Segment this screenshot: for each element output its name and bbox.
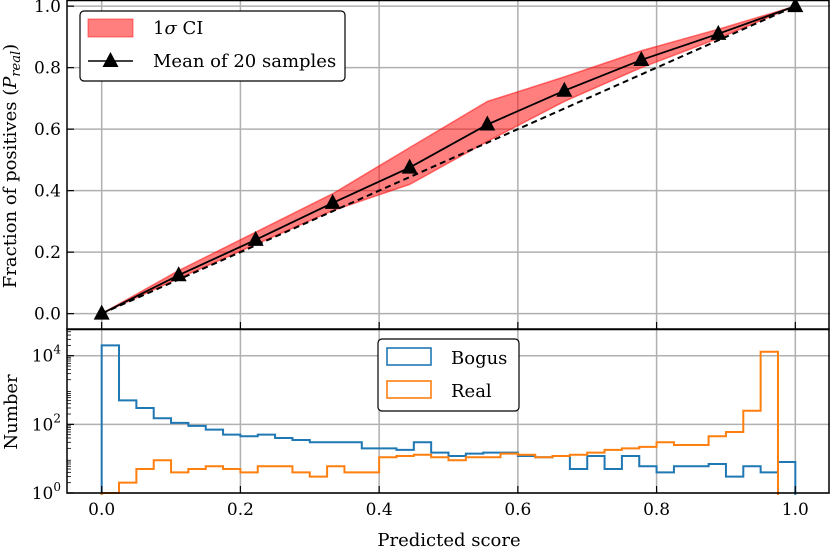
top-y-tick-label: 1.0 xyxy=(34,0,61,17)
x-tick-label: 0.0 xyxy=(88,500,115,520)
bottom-y-axis-label: Number xyxy=(1,374,22,450)
axes-frames xyxy=(66,0,830,494)
mean-point xyxy=(710,24,727,40)
bottom-legend: Bogus Real xyxy=(377,338,520,412)
top-y-tick-label: 0.2 xyxy=(34,243,61,263)
mean-point xyxy=(93,304,110,320)
top-legend-box xyxy=(79,10,346,82)
real-legend-label: Real xyxy=(451,381,492,402)
x-axis-label: Predicted score xyxy=(377,530,520,551)
mean-line xyxy=(101,5,796,315)
x-tick-label: 0.6 xyxy=(504,500,531,520)
x-tick-label: 0.2 xyxy=(227,500,254,520)
mean-point xyxy=(787,0,804,13)
x-tick-label: 0.4 xyxy=(366,500,393,520)
bottom-axes-frame xyxy=(66,328,830,494)
calibration-plot xyxy=(93,0,804,320)
bottom-legend-box xyxy=(377,338,520,412)
mean-point xyxy=(556,81,573,97)
top-y-axis-label-symbol: P xyxy=(0,76,21,90)
bogus-legend-swatch xyxy=(386,347,432,366)
perfect-calibration-line xyxy=(101,5,796,315)
tick-base: 10 xyxy=(32,415,54,435)
x-tick-label: 1.0 xyxy=(782,500,809,520)
mean-legend-marker xyxy=(102,52,119,67)
ci-legend-label: 1σ CI xyxy=(153,18,203,39)
mean-point xyxy=(247,230,264,246)
bogus-legend-label: Bogus xyxy=(451,348,507,369)
axis-ticks: 0.00.20.40.60.81.00.0 0.2 0.4 0.6 0.8 1.01001… xyxy=(32,0,809,520)
mean-point xyxy=(401,158,418,174)
top-y-tick-label: 0.0 xyxy=(34,305,61,325)
bottom-y-tick-label: 104 xyxy=(32,343,62,367)
ci-legend-label-post: CI xyxy=(177,18,204,39)
top-y-tick-label: 0.8 xyxy=(34,59,61,79)
top-y-tick-label: 0.4 xyxy=(34,182,61,202)
ci-legend-swatch xyxy=(87,18,134,38)
mean-point xyxy=(170,266,187,282)
bogus-histogram xyxy=(100,344,797,495)
top-y-axis-label-subscript: real xyxy=(9,51,24,77)
real-histogram xyxy=(100,350,779,495)
mean-point xyxy=(633,50,650,66)
ci-legend-label-sigma: σ xyxy=(164,18,177,39)
x-tick-label: 0.8 xyxy=(643,500,670,520)
tick-base: 10 xyxy=(32,347,54,367)
top-y-axis-label: Fraction of positives (Preal) xyxy=(0,44,24,288)
top-y-tick-label: 0.6 xyxy=(34,120,61,140)
tick-exponent: 0 xyxy=(53,480,61,494)
top-y-axis-label-text: Fraction of positives ( xyxy=(0,89,21,288)
real-legend-swatch xyxy=(386,380,432,399)
bottom-y-tick-label: 100 xyxy=(32,480,61,504)
top-legend: 1σ CI Mean of 20 samples xyxy=(79,10,346,82)
bottom-y-tick-label: 102 xyxy=(32,411,61,435)
mean-point xyxy=(479,115,496,131)
tick-exponent: 4 xyxy=(53,343,61,357)
tick-base: 10 xyxy=(32,484,54,504)
top-y-axis-label-close: ) xyxy=(0,44,21,51)
mean-legend-label: Mean of 20 samples xyxy=(153,51,336,72)
mean-point xyxy=(324,193,341,209)
histogram-plot xyxy=(100,344,797,495)
ci-legend-label-pre: 1 xyxy=(153,18,164,39)
tick-exponent: 2 xyxy=(53,411,61,425)
